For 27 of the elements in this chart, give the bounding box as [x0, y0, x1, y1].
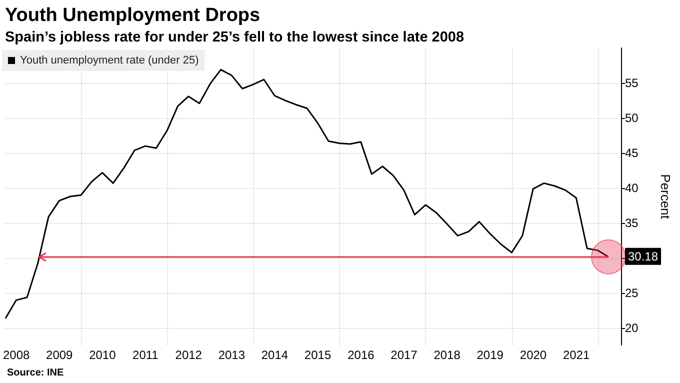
source-note: Source: INE [7, 368, 64, 378]
annotation: 30.18 [628, 249, 658, 264]
x-tick-label: 2011 [132, 348, 159, 362]
chart-title: Youth Unemployment Drops [5, 5, 260, 26]
y-tick-label: 40 [625, 181, 639, 196]
y-tick-label: 50 [625, 111, 639, 126]
y-tick-label: 45 [625, 146, 639, 160]
x-tick-label: 2013 [218, 348, 246, 362]
x-tick-label: 2008 [2, 348, 30, 362]
x-tick-label: 2020 [520, 348, 547, 362]
y-axis-title: Percent [658, 174, 673, 220]
x-tick-label: 2016 [348, 348, 375, 362]
y-tick-label: 25 [625, 286, 639, 300]
legend-label: Youth unemployment rate (under 25) [20, 54, 199, 66]
x-tick-label: 2018 [434, 348, 461, 362]
y-tick-label: 20 [625, 321, 639, 336]
x-tick-label: 2017 [390, 348, 418, 362]
x-tick-label: 2012 [175, 348, 202, 362]
x-tick-label: 2009 [46, 348, 74, 362]
y-tick-label: 55 [625, 76, 639, 90]
x-tick-label: 2014 [261, 348, 288, 362]
chart-subtitle: Spain’s jobless rate for under 25’s fell to the lowest since late 2008 [5, 30, 464, 46]
x-tick-label: 2010 [89, 348, 116, 362]
x-tick-label: 2021 [562, 348, 590, 362]
y-tick-label: 35 [625, 216, 639, 230]
x-tick-label: 2019 [476, 348, 504, 362]
x-tick-label: 2015 [304, 348, 332, 362]
